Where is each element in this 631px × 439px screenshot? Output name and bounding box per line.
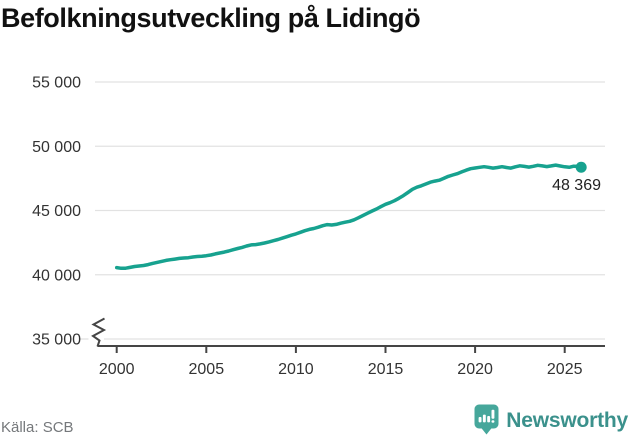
x-tick-label: 2005: [189, 361, 225, 378]
y-tick-label: 45 000: [32, 203, 81, 220]
newsworthy-chart-bubble-icon: [474, 404, 499, 435]
gridlines: [80, 81, 605, 340]
axis-break-icon: [91, 317, 107, 347]
x-tick-label: 2025: [547, 361, 583, 378]
end-point-marker: [575, 161, 587, 173]
x-tick-label: 2015: [368, 361, 404, 378]
series-group: [114, 161, 587, 271]
y-tick-label: 55 000: [32, 75, 81, 92]
y-tick-label: 50 000: [32, 139, 81, 156]
y-axis-labels: 35 000 40 000 45 000 50 000 55 000: [32, 75, 81, 349]
x-tick-label: 2000: [99, 361, 135, 378]
x-tick-label: 2020: [457, 361, 493, 378]
population-line: [114, 163, 583, 271]
source-note: Källa: SCB: [1, 419, 74, 436]
x-axis: 2000 2005 2010 2015 2020 2025: [91, 317, 605, 378]
chart-title: Befolkningsutveckling på Lidingö: [1, 3, 421, 33]
end-value-label: 48 369: [552, 177, 601, 194]
y-tick-label: 40 000: [32, 267, 81, 284]
y-tick-label: 35 000: [32, 332, 81, 349]
logo-bars: [478, 409, 495, 423]
newsworthy-wordmark: Newsworthy: [506, 408, 628, 432]
newsworthy-logo: Newsworthy: [474, 404, 628, 436]
x-tick-label: 2010: [278, 361, 314, 378]
